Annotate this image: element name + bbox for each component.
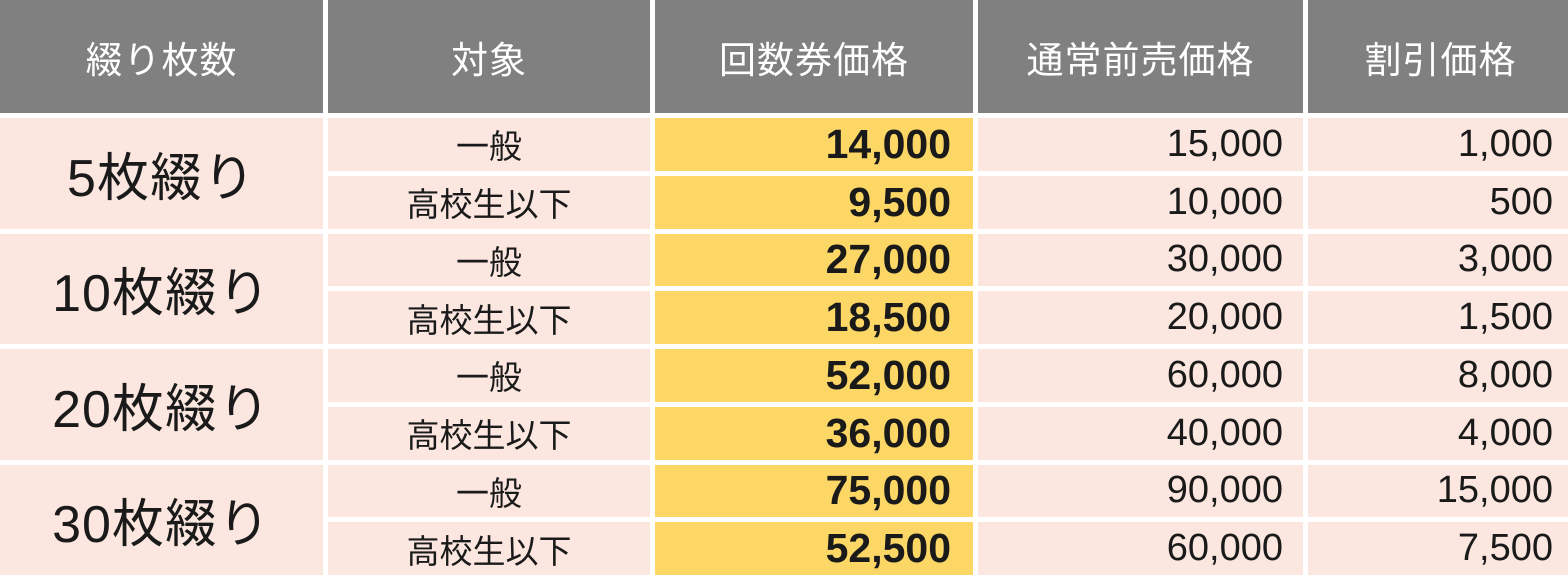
target-cell: 一般 xyxy=(323,228,655,292)
column-header-target: 対象 xyxy=(323,0,655,118)
target-cell: 一般 xyxy=(323,344,655,407)
discount-price-cell: 7,500 xyxy=(1303,517,1568,580)
discount-price-cell: 1,500 xyxy=(1303,286,1568,349)
coupon-price-cell: 18,500 xyxy=(650,286,978,349)
coupon-price-cell: 52,500 xyxy=(650,517,978,580)
discount-price-cell: 8,000 xyxy=(1303,344,1568,407)
header-row: 綴り枚数 対象 回数券価格 通常前売価格 割引価格 xyxy=(0,0,1568,118)
coupon-price-cell: 75,000 xyxy=(650,459,978,523)
target-cell: 高校生以下 xyxy=(323,286,655,349)
table-row: 5枚綴り 一般 14,000 15,000 1,000 xyxy=(0,113,1568,234)
regular-price-cell: 60,000 xyxy=(973,517,1308,580)
discount-price-cell: 4,000 xyxy=(1303,401,1568,465)
discount-price-cell: 15,000 xyxy=(1303,459,1568,523)
column-header-discount: 割引価格 xyxy=(1303,0,1568,118)
table-row: 高校生以下 36,000 40,000 4,000 xyxy=(0,401,1568,465)
column-header-coupon-price: 回数券価格 xyxy=(650,0,978,118)
column-header-regular-price: 通常前売価格 xyxy=(973,0,1308,118)
table-body: 5枚綴り 一般 14,000 15,000 1,000 高校生以下 9,500 … xyxy=(0,113,1568,580)
target-cell: 一般 xyxy=(323,459,655,523)
tier-label-cell: 20枚綴り xyxy=(0,344,328,465)
tier-label-cell: 30枚綴り xyxy=(0,459,328,580)
regular-price-cell: 90,000 xyxy=(973,459,1308,523)
coupon-price-cell: 36,000 xyxy=(650,401,978,465)
table-row: 20枚綴り 一般 52,000 60,000 8,000 xyxy=(0,344,1568,465)
regular-price-cell: 20,000 xyxy=(973,286,1308,349)
target-cell: 高校生以下 xyxy=(323,401,655,465)
table-row: 30枚綴り 一般 75,000 90,000 15,000 xyxy=(0,459,1568,580)
tier-label-cell: 5枚綴り xyxy=(0,113,328,234)
coupon-price-cell: 52,000 xyxy=(650,344,978,407)
regular-price-cell: 10,000 xyxy=(973,170,1308,234)
table-row: 高校生以下 9,500 10,000 500 xyxy=(0,170,1568,234)
regular-price-cell: 30,000 xyxy=(973,228,1308,292)
discount-price-cell: 500 xyxy=(1303,170,1568,234)
target-cell: 高校生以下 xyxy=(323,170,655,234)
table-row: 高校生以下 18,500 20,000 1,500 xyxy=(0,286,1568,349)
table-header: 綴り枚数 対象 回数券価格 通常前売価格 割引価格 xyxy=(0,0,1568,118)
regular-price-cell: 15,000 xyxy=(973,113,1308,176)
regular-price-cell: 40,000 xyxy=(973,401,1308,465)
tier-label-cell: 10枚綴り xyxy=(0,228,328,349)
coupon-price-cell: 9,500 xyxy=(650,170,978,234)
discount-price-cell: 3,000 xyxy=(1303,228,1568,292)
target-cell: 高校生以下 xyxy=(323,517,655,580)
table-row: 高校生以下 52,500 60,000 7,500 xyxy=(0,517,1568,580)
coupon-price-cell: 14,000 xyxy=(650,113,978,176)
discount-price-cell: 1,000 xyxy=(1303,113,1568,176)
column-header-tier: 綴り枚数 xyxy=(0,0,328,118)
coupon-price-cell: 27,000 xyxy=(650,228,978,292)
regular-price-cell: 60,000 xyxy=(973,344,1308,407)
target-cell: 一般 xyxy=(323,113,655,176)
table-row: 10枚綴り 一般 27,000 30,000 3,000 xyxy=(0,228,1568,349)
